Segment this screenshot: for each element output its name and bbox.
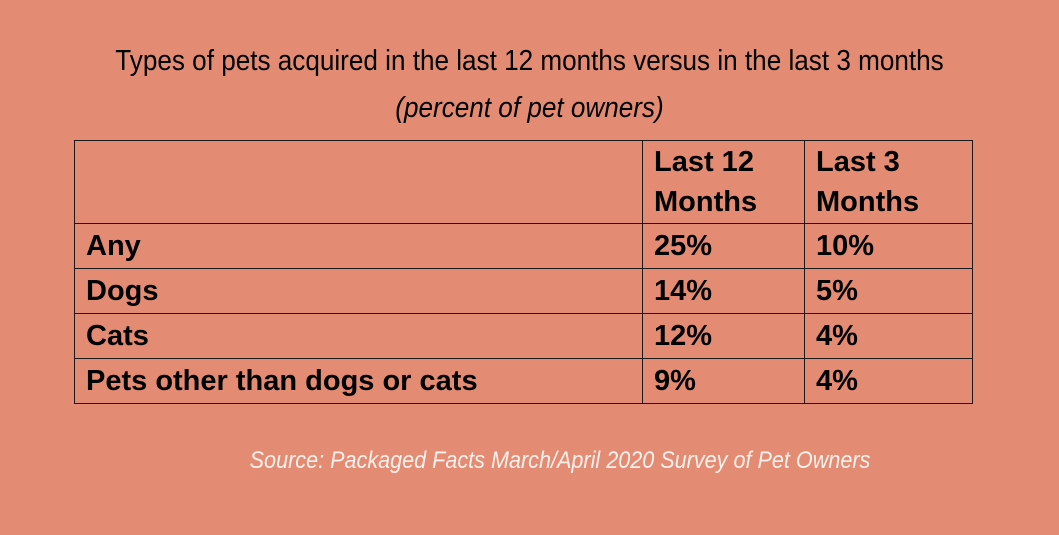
chart-title: Types of pets acquired in the last 12 mo… (115, 45, 944, 77)
row-label: Pets other than dogs or cats (74, 358, 643, 404)
pets-table: Last 12 Months Last 3 Months Any 25% 10% D… (74, 140, 973, 404)
cell-last-3-months: 4% (804, 358, 973, 404)
header-last-3-line2: Months (816, 186, 920, 218)
row-label: Any (74, 223, 643, 269)
cell-last-12-months: 9% (642, 358, 805, 404)
chart-subtitle: (percent of pet owners) (395, 92, 664, 124)
header-last-3-line1: Last 3 (816, 146, 900, 178)
cell-last-3-months: 5% (804, 268, 973, 314)
table-row: Cats 12% 4% (74, 313, 973, 359)
header-cell-empty (74, 140, 643, 224)
table-row: Any 25% 10% (74, 223, 973, 269)
header-cell-last-3-months: Last 3 Months (804, 140, 973, 224)
header-last-12-line1: Last 12 (654, 146, 754, 178)
header-last-12-line2: Months (654, 186, 758, 218)
header-cell-last-12-months: Last 12 Months (642, 140, 805, 224)
row-label: Cats (74, 313, 643, 359)
source-note: Source: Packaged Facts March/April 2020 … (249, 447, 871, 474)
cell-last-3-months: 4% (804, 313, 973, 359)
cell-last-12-months: 12% (642, 313, 805, 359)
table-header-row: Last 12 Months Last 3 Months (74, 140, 973, 224)
cell-last-12-months: 14% (642, 268, 805, 314)
table-row: Dogs 14% 5% (74, 268, 973, 314)
cell-last-12-months: 25% (642, 223, 805, 269)
row-label: Dogs (74, 268, 643, 314)
table-row: Pets other than dogs or cats 9% 4% (74, 358, 973, 404)
cell-last-3-months: 10% (804, 223, 973, 269)
